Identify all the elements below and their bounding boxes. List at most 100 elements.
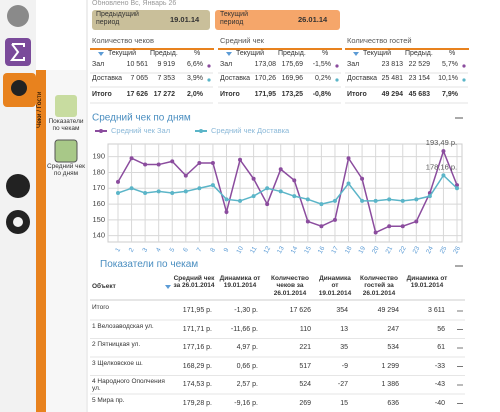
row-label: 5 Мира пр.: [92, 396, 125, 404]
kpi-row-label: Доставка: [92, 75, 123, 82]
side-panel: [46, 70, 86, 412]
cell: 177,16 р.: [182, 344, 212, 351]
period-box[interactable]: [92, 10, 210, 30]
cell: 56: [437, 325, 445, 333]
point: [441, 149, 446, 154]
kpi-col: %: [449, 50, 456, 57]
filter-icon: [226, 52, 232, 56]
point: [238, 157, 243, 162]
row-label: 4 Народного Ополчения ул.: [92, 378, 165, 392]
kpi-previous: 175,69: [281, 61, 303, 68]
cell: 171,71 р.: [182, 325, 212, 333]
cell: -40: [434, 399, 445, 407]
point: [414, 197, 419, 202]
row-label: 1 Велозаводская ул.: [92, 322, 154, 330]
chart-title: Средний чек по дням: [92, 113, 191, 124]
y-tick-label: 140: [92, 231, 105, 240]
point: [116, 179, 120, 184]
kpi-percent: 6,6%: [187, 61, 203, 68]
point: [265, 186, 270, 191]
x-tick-label: 3: [141, 246, 149, 253]
x-tick-label: 10: [235, 245, 245, 255]
x-tick-label: 21: [385, 245, 395, 255]
kpi-current: 7 065: [130, 75, 148, 82]
kpi-current: 10 561: [126, 61, 148, 68]
tab-stripe: [36, 70, 46, 412]
legend-dot: [199, 129, 203, 133]
point: [400, 198, 405, 203]
y-tick-label: 180: [92, 167, 105, 176]
y-tick-label: 190: [92, 152, 105, 161]
point: [319, 224, 324, 229]
x-tick-label: 13: [276, 245, 286, 255]
x-tick-label: 5: [168, 246, 176, 253]
plot-frame: [107, 143, 463, 243]
point: [224, 209, 229, 214]
series-line: [117, 148, 458, 234]
kpi-previous: 7 353: [157, 75, 175, 82]
series-dot: [335, 64, 339, 68]
filter-icon: [165, 285, 171, 289]
x-tick-label: 17: [330, 245, 340, 255]
period-box[interactable]: [215, 10, 340, 30]
x-tick-label: 11: [249, 245, 259, 255]
point: [197, 160, 202, 165]
legend-dot: [99, 129, 103, 133]
kpi-row-label: Итого: [347, 91, 367, 98]
kpi-col: Текущий: [236, 50, 264, 57]
point: [210, 183, 215, 188]
icon-globe[interactable]: [6, 174, 30, 198]
period-date: 19.01.14: [170, 15, 200, 24]
kpi-previous: 45 683: [408, 91, 430, 98]
point: [400, 224, 405, 229]
point: [455, 183, 459, 188]
kpi-previous: 23 154: [408, 75, 430, 82]
filter-icon: [98, 52, 104, 56]
point: [292, 178, 297, 183]
x-tick-label: 15: [303, 245, 313, 255]
point: [441, 173, 446, 178]
point: [251, 176, 256, 181]
cell: 171,95 р.: [182, 307, 212, 314]
x-tick-label: 1: [114, 246, 122, 253]
cell: -9,16 р.: [234, 399, 258, 407]
kpi-col: Предыд.: [278, 50, 306, 57]
point: [170, 159, 175, 164]
series-dot: [462, 78, 466, 82]
row-label: 2 Пятницкая ул.: [92, 341, 141, 348]
kpi-col: %: [194, 50, 201, 57]
cell: 0,66 р.: [236, 362, 258, 370]
x-tick-label: 2: [128, 246, 136, 253]
updated: Обновлено Вс, Январь 26: [92, 0, 177, 7]
x-tick-label: 23: [412, 245, 422, 255]
icon-settings-hole: [13, 217, 23, 227]
kpi-row-label: Итого: [220, 91, 240, 98]
legend-label: Средний чек Доставка: [211, 126, 290, 135]
kpi-percent: -0,8%: [312, 91, 331, 98]
kpi-row-label: Зал: [92, 61, 105, 68]
kpi-previous: 17 272: [153, 91, 175, 98]
cell: 247: [387, 325, 399, 333]
button-icon[interactable]: [55, 95, 77, 117]
x-tick-label: 18: [344, 245, 354, 255]
point: [346, 181, 351, 186]
point: [455, 186, 459, 191]
period-date: 26.01.14: [298, 15, 328, 24]
button-icon[interactable]: [54, 139, 78, 163]
x-tick-label: 14: [290, 245, 300, 255]
point: [278, 167, 283, 172]
point: [183, 189, 188, 194]
icon-user[interactable]: [7, 5, 29, 27]
table-header: Объект: [92, 283, 116, 290]
point: [332, 217, 337, 222]
cell: -11,66 р.: [230, 325, 258, 333]
kpi-title: Количество гостей: [345, 36, 469, 50]
kpi-percent: 0,2%: [315, 75, 331, 82]
table-header: Динамика от 19.01.2014: [406, 275, 448, 290]
point: [224, 197, 229, 202]
kpi-row-label: Доставка: [347, 75, 378, 82]
point: [278, 189, 283, 194]
cell: 354: [336, 307, 348, 314]
